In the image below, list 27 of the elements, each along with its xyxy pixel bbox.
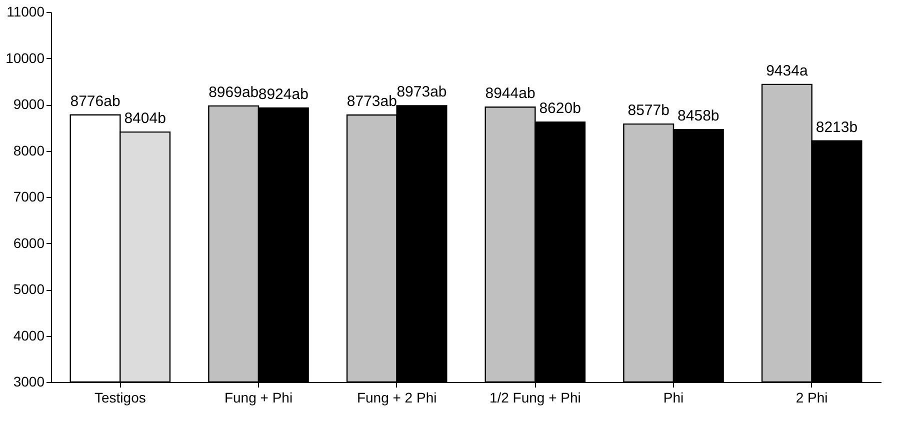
y-tick-label: 11000: [6, 4, 45, 20]
data-label: 8944ab: [485, 85, 536, 102]
data-label: 8404b: [124, 110, 166, 128]
y-tick-label: 6000: [13, 234, 45, 251]
data-label: 8773ab: [346, 93, 397, 110]
y-tick-label: 7000: [13, 188, 45, 204]
data-label: 8458b: [678, 108, 720, 125]
y-tick-label: 9000: [13, 96, 45, 112]
x-tick-label: Fung + 2 Phi: [356, 390, 437, 406]
y-tick-label: 3000: [13, 374, 45, 390]
y-tick-label: 8000: [13, 142, 45, 158]
y-tick-label: 10000: [6, 50, 45, 66]
y-tick-label: 5000: [13, 281, 45, 297]
y-tick-label: 4000: [13, 327, 45, 344]
x-tick-label: 1/2 Fung + Phi: [489, 390, 581, 406]
data-label: 8924ab: [258, 86, 308, 104]
x-tick-label: Testigos: [94, 390, 146, 406]
x-tick-label: 2 Phi: [796, 390, 828, 406]
data-label: 8213b: [816, 118, 858, 136]
data-label: 8973ab: [396, 84, 447, 101]
data-label: 8776ab: [70, 92, 120, 110]
data-label: 8577b: [628, 102, 670, 120]
data-label: 8620b: [539, 100, 581, 118]
data-label: 9434a: [766, 62, 808, 80]
x-tick-label: Fung + Phi: [224, 390, 293, 406]
data-label: 8969ab: [208, 84, 259, 101]
x-tick-label: Phi: [663, 390, 684, 406]
